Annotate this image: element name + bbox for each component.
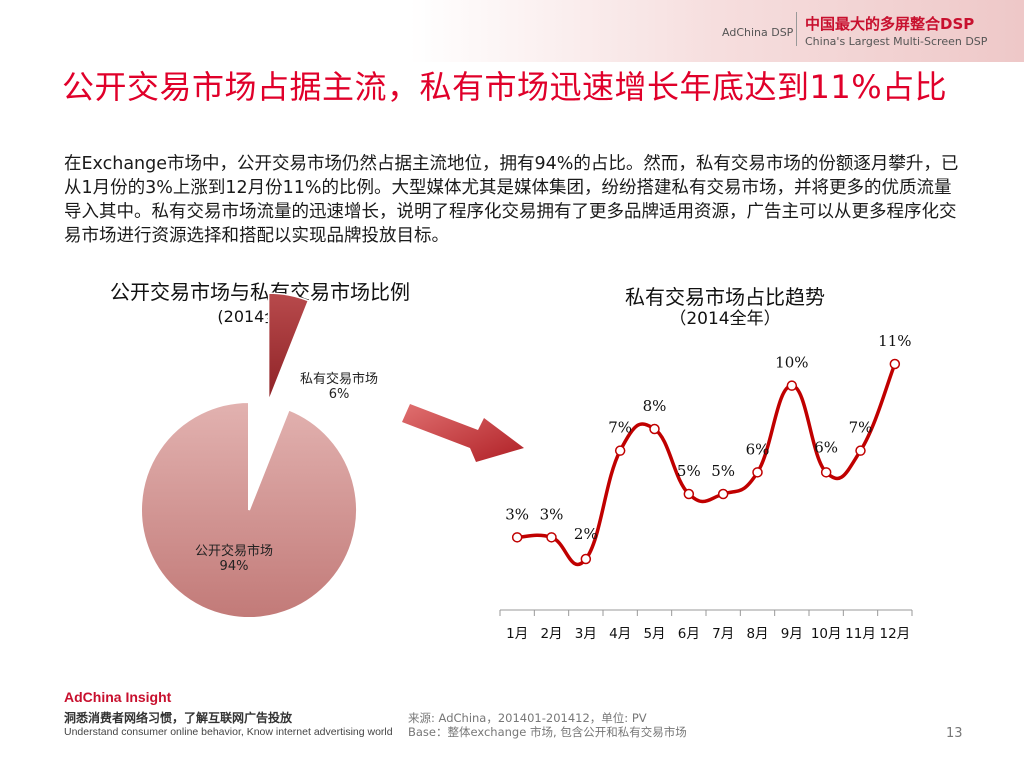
x-tick-label: 1月 — [506, 626, 528, 642]
data-point — [717, 488, 729, 500]
line-chart-subtitle: （2014全年） — [669, 309, 781, 329]
pie-slice-public — [140, 400, 358, 619]
slice-label-public: 公开交易市场 94% — [195, 540, 273, 574]
data-label: 7% — [849, 419, 873, 437]
brand-small: AdChina DSP — [722, 26, 794, 39]
x-tick-label: 7月 — [712, 626, 734, 642]
brand-slogan-cn: 中国最大的多屏整合DSP — [805, 15, 975, 33]
data-point — [546, 532, 557, 543]
source-note: 来源: AdChina，201401-201412，单位: PV — [408, 711, 647, 725]
page-title: 公开交易市场占据主流，私有市场迅速增长年底达到11%占比 — [62, 68, 948, 106]
x-tick-label: 11月 — [845, 626, 876, 642]
x-tick-label: 8月 — [746, 626, 768, 642]
slice-name-private: 私有交易市场 — [300, 372, 379, 387]
data-point — [511, 532, 523, 543]
footer-brand: AdChina Insight — [64, 689, 172, 705]
brand-divider — [796, 12, 797, 46]
line-chart: 1月 2月 3月 4月 5月 6月 7月 8月 9月 10月 11月 12月 3% 3% 2% 7% 8% 5% 5… — [499, 332, 913, 642]
data-label: 7% — [608, 419, 632, 437]
x-tick-label: 5月 — [643, 626, 665, 642]
x-tick-label: 10月 — [811, 626, 842, 642]
x-tick-label: 12月 — [879, 626, 910, 642]
data-label: 3% — [540, 505, 564, 523]
slice-name-public: 公开交易市场 — [195, 544, 274, 559]
body-paragraph: 在Exchange市场中，公开交易市场仍然占据主流地位，拥有94%的占比。然而，… — [64, 154, 959, 246]
x-tick-label: 9月 — [781, 626, 803, 642]
data-label: 2% — [574, 525, 598, 543]
data-label: 6% — [814, 438, 838, 456]
data-label: 5% — [677, 462, 701, 480]
footer-tagline-cn: 洞悉消费者网络习惯，了解互联网广告投放 — [64, 711, 293, 725]
x-tick-label: 2月 — [540, 626, 562, 642]
data-label: 6% — [746, 440, 770, 458]
slice-label-private: 私有交易市场 6% — [300, 368, 378, 402]
footer-tagline-en: Understand consumer online behavior, Kno… — [64, 726, 393, 738]
x-tick-label: 4月 — [609, 626, 631, 642]
data-label: 11% — [878, 332, 911, 350]
brand-slogan-en: China's Largest Multi-Screen DSP — [805, 35, 988, 48]
data-point — [889, 358, 901, 370]
slice-value-private: 6% — [328, 387, 350, 402]
transition-arrow — [402, 404, 524, 462]
data-label: 10% — [775, 354, 808, 372]
header-band — [0, 0, 1024, 62]
data-label: 8% — [643, 397, 667, 415]
data-point — [786, 380, 798, 391]
pie-chart — [140, 292, 358, 619]
pie-chart-title: 公开交易市场与私有交易市场比例 — [110, 280, 410, 304]
data-point — [683, 488, 695, 500]
data-point — [649, 423, 660, 435]
slice-value-public: 94% — [219, 559, 249, 574]
page-number: 13 — [946, 726, 963, 741]
pie-slice-private — [267, 292, 310, 402]
x-tick-label: 6月 — [678, 626, 700, 642]
data-label: 3% — [505, 505, 529, 523]
data-point — [580, 553, 592, 565]
data-point — [614, 445, 626, 456]
data-label: 5% — [711, 462, 735, 480]
data-point — [820, 467, 832, 478]
x-tick-label: 3月 — [575, 626, 597, 642]
line-chart-title: 私有交易市场占比趋势 — [625, 285, 825, 309]
data-point — [855, 445, 866, 456]
base-note: Base：整体exchange 市场, 包含公开和私有交易市场 — [408, 725, 687, 739]
data-point — [752, 467, 763, 478]
